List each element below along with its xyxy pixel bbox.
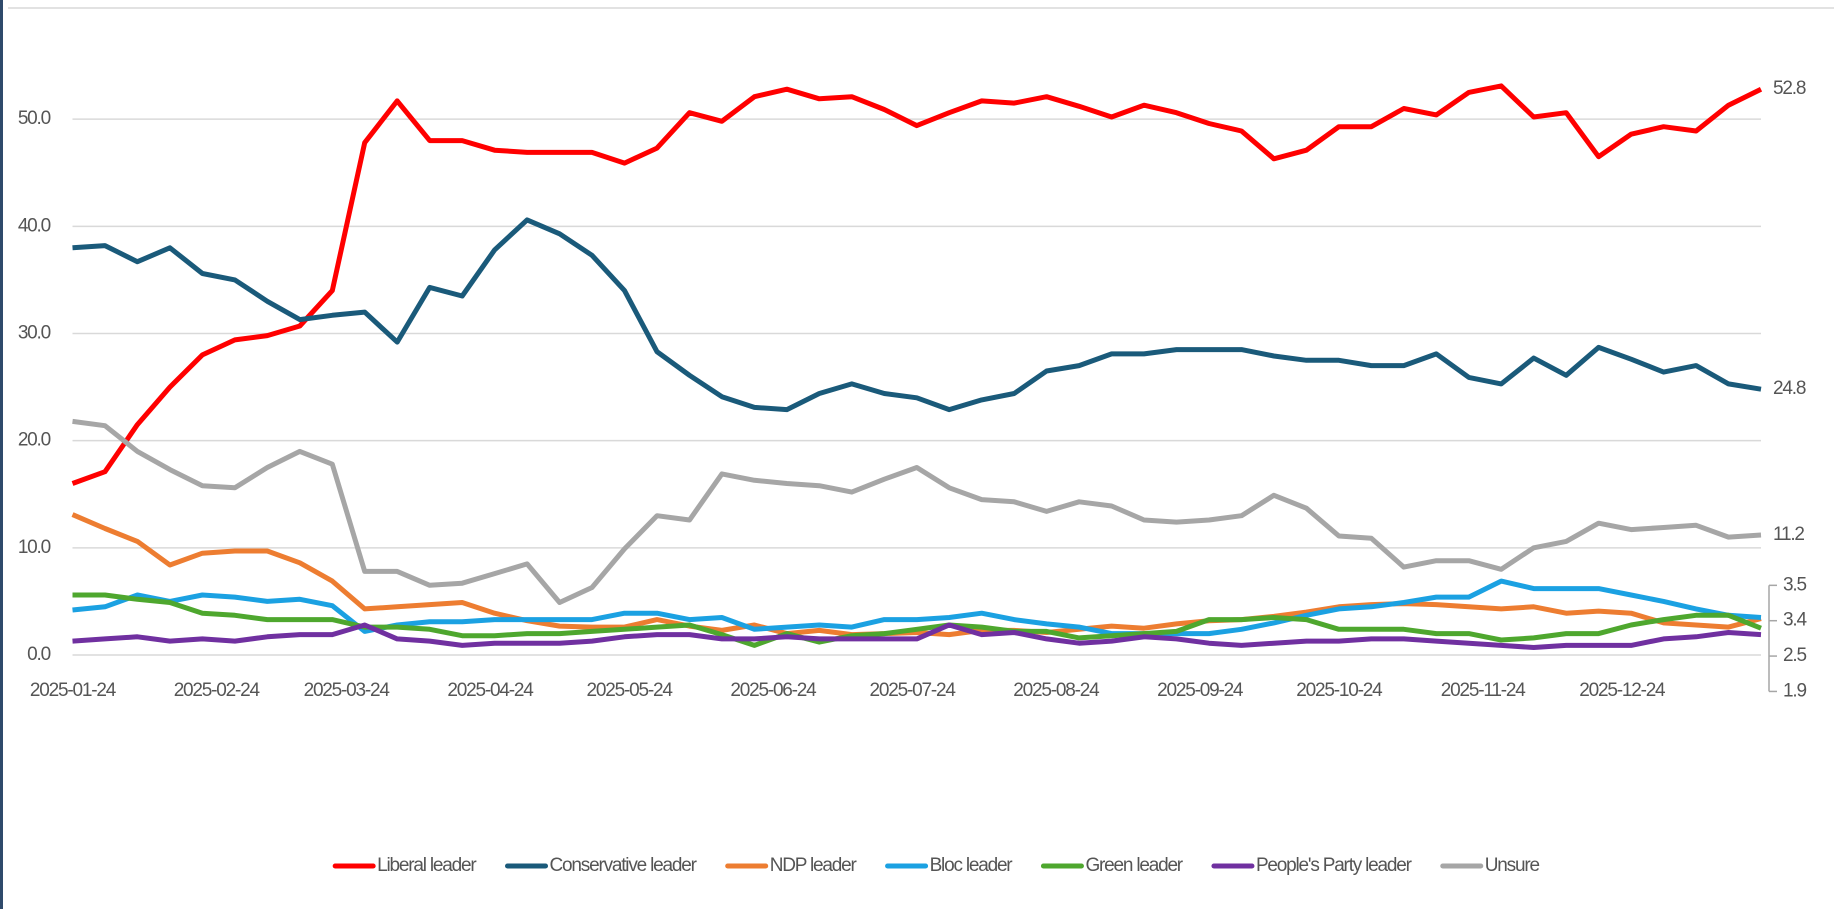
series-line xyxy=(71,83,1763,486)
y-tick-label: 10.0 xyxy=(18,537,51,558)
end-label: 52.8 xyxy=(1773,78,1806,99)
series-line xyxy=(72,418,1762,605)
x-tick-label: 2025-02-24 xyxy=(174,680,261,701)
legend-label: Green leader xyxy=(1085,855,1183,876)
legend-label: Unsure xyxy=(1485,855,1540,876)
y-tick-label: 0.0 xyxy=(27,644,50,665)
x-tick-label: 2025-05-24 xyxy=(587,680,674,701)
end-label: 2.5 xyxy=(1783,645,1806,666)
x-tick-label: 2025-10-24 xyxy=(1296,680,1383,701)
legend-label: Liberal leader xyxy=(377,855,477,876)
x-tick-label: 2025-12-24 xyxy=(1579,680,1666,701)
x-tick-label: 2025-08-24 xyxy=(1013,680,1100,701)
series-line xyxy=(72,217,1762,413)
x-tick-label: 2025-04-24 xyxy=(447,680,534,701)
x-tick-label: 2025-06-24 xyxy=(730,680,817,701)
end-label: 11.2 xyxy=(1773,524,1804,545)
x-tick-label: 2025-07-24 xyxy=(870,680,957,701)
end-label: 1.9 xyxy=(1783,680,1806,701)
x-tick-label: 2025-09-24 xyxy=(1157,680,1244,701)
end-label: 3.4 xyxy=(1783,610,1807,631)
series-line xyxy=(71,512,1762,638)
legend-label: Bloc leader xyxy=(930,855,1014,876)
y-tick-label: 20.0 xyxy=(18,430,51,451)
series-line xyxy=(72,622,1762,650)
y-tick-label: 50.0 xyxy=(18,108,51,129)
series-line xyxy=(72,592,1762,648)
legend: Liberal leader Conservative leader NDP lea… xyxy=(332,855,1541,876)
x-tick-label: 2025-11-24 xyxy=(1441,680,1526,701)
x-tick-label: 2025-01-24 xyxy=(30,680,117,701)
legend-label: NDP leader xyxy=(770,855,858,876)
y-tick-label: 30.0 xyxy=(18,323,51,344)
end-label: 24.8 xyxy=(1773,378,1806,399)
y-tick-label: 40.0 xyxy=(18,215,51,236)
legend-label: People's Party leader xyxy=(1256,855,1413,876)
legend-label: Conservative leader xyxy=(550,855,698,876)
x-tick-label: 2025-03-24 xyxy=(304,680,391,701)
end-label: 3.5 xyxy=(1783,574,1806,595)
